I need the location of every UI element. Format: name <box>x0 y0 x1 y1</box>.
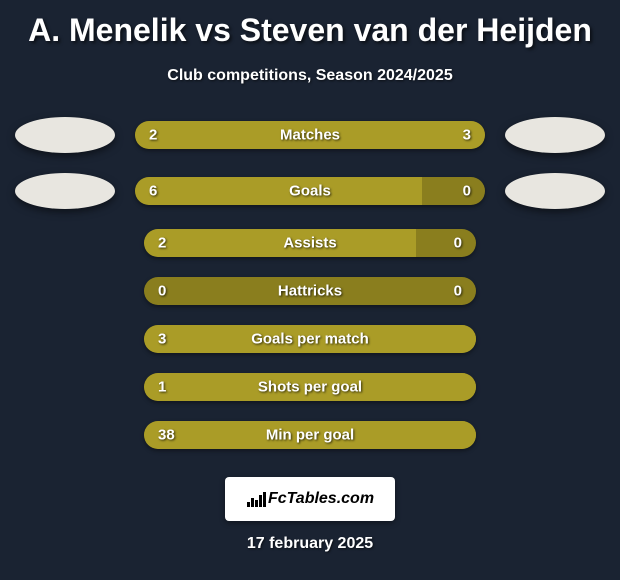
player-avatar-right <box>505 117 605 153</box>
player-avatar-right <box>505 173 605 209</box>
logo-text: FcTables.com <box>268 490 374 508</box>
stat-row: 38 Min per goal <box>0 421 620 449</box>
stat-value-right: 3 <box>463 127 471 144</box>
stat-value-right: 0 <box>454 283 462 300</box>
stat-bar: 2 Assists 0 <box>144 229 476 257</box>
stat-label: Matches <box>280 127 340 144</box>
stat-bar: 3 Goals per match <box>144 325 476 353</box>
player-avatar-left <box>15 173 115 209</box>
bars-icon <box>246 490 268 508</box>
stat-label: Goals per match <box>251 331 369 348</box>
stat-row: 3 Goals per match <box>0 325 620 353</box>
stat-value-left: 0 <box>158 283 166 300</box>
stat-label: Goals <box>289 183 331 200</box>
stat-bar: 38 Min per goal <box>144 421 476 449</box>
stat-bar: 2 Matches 3 <box>135 121 485 149</box>
footer-date: 17 february 2025 <box>0 535 620 553</box>
stat-value-left: 2 <box>149 127 157 144</box>
stat-row: 1 Shots per goal <box>0 373 620 401</box>
stat-bar: 0 Hattricks 0 <box>144 277 476 305</box>
stat-bar: 1 Shots per goal <box>144 373 476 401</box>
stat-value-left: 1 <box>158 379 166 396</box>
stat-value-left: 3 <box>158 331 166 348</box>
stat-label: Shots per goal <box>258 379 362 396</box>
page-subtitle: Club competitions, Season 2024/2025 <box>0 67 620 85</box>
footer-logo[interactable]: FcTables.com <box>225 477 395 521</box>
comparison-container: A. Menelik vs Steven van der Heijden Clu… <box>0 0 620 580</box>
player-avatar-left <box>15 117 115 153</box>
stat-value-left: 38 <box>158 427 175 444</box>
stat-label: Hattricks <box>278 283 342 300</box>
bar-fill-left <box>135 177 422 205</box>
bar-fill-left <box>144 229 416 257</box>
stat-row: 2 Assists 0 <box>0 229 620 257</box>
page-title: A. Menelik vs Steven van der Heijden <box>0 12 620 49</box>
stat-row: 0 Hattricks 0 <box>0 277 620 305</box>
stat-row: 2 Matches 3 <box>0 117 620 153</box>
stat-label: Min per goal <box>266 427 354 444</box>
stat-value-right: 0 <box>454 235 462 252</box>
stat-value-right: 0 <box>463 183 471 200</box>
stat-row: 6 Goals 0 <box>0 173 620 209</box>
stat-label: Assists <box>283 235 336 252</box>
stat-value-left: 6 <box>149 183 157 200</box>
stat-value-left: 2 <box>158 235 166 252</box>
stat-bar: 6 Goals 0 <box>135 177 485 205</box>
stats-area: 2 Matches 3 6 Goals 0 2 Assists 0 0 Hattricks 0 3 Goa… <box>0 117 620 449</box>
